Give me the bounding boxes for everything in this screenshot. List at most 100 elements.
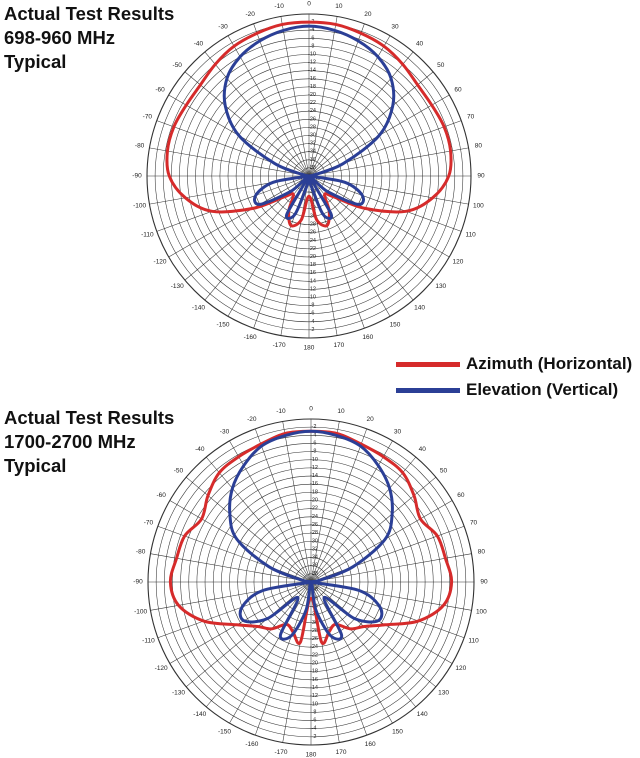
legend-item-azimuth: Azimuth (Horizontal) (396, 352, 640, 378)
angle-tick-label: 60 (454, 87, 462, 94)
radial-tick-label: -30 (310, 620, 318, 626)
grid-spoke (254, 581, 312, 736)
angle-tick-label: -40 (194, 41, 204, 48)
angle-tick-label: -20 (247, 416, 257, 423)
legend-label-azimuth: Azimuth (Horizontal) (466, 354, 633, 373)
angle-tick-label: 90 (480, 579, 488, 586)
angle-tick-label: -120 (155, 665, 168, 672)
chart-1-title-line-1: Actual Test Results (4, 3, 175, 24)
grid-spoke (184, 71, 310, 177)
radial-tick-label: -28 (308, 222, 316, 228)
grid-spoke (206, 581, 312, 708)
grid-spoke (310, 581, 393, 724)
grid-spoke (254, 428, 312, 583)
azimuth-series-line (168, 429, 454, 645)
radial-tick-label: -26 (308, 230, 316, 236)
legend-label-elevation: Elevation (Vertical) (466, 380, 619, 399)
angle-tick-label: 70 (470, 519, 478, 526)
angle-tick-label: -160 (245, 741, 258, 748)
angle-tick-label: -80 (136, 548, 146, 555)
angle-tick-label: -160 (244, 334, 257, 341)
radial-tick-label: -30 (310, 538, 318, 544)
radial-tick-label: -32 (310, 612, 318, 618)
radial-tick-label: -6 (310, 35, 315, 41)
radial-tick-label: -28 (310, 628, 318, 634)
angle-tick-label: -170 (273, 342, 286, 349)
legend-item-elevation: Elevation (Vertical) (396, 378, 640, 404)
angle-tick-label: 180 (304, 345, 315, 352)
radial-tick-label: -4 (312, 432, 317, 438)
angle-tick-label: 0 (307, 1, 311, 8)
grid-spoke (229, 581, 312, 724)
grid-spoke (310, 581, 416, 708)
radial-tick-label: -16 (310, 481, 318, 487)
radial-tick-label: -20 (310, 498, 318, 504)
angle-tick-label: 130 (438, 690, 449, 697)
grid-spoke (308, 51, 414, 177)
grid-spoke (310, 456, 416, 583)
radial-tick-label: -36 (308, 157, 316, 163)
angle-tick-label: 180 (306, 752, 317, 758)
radial-tick-label: -10 (308, 295, 316, 301)
legend-swatch-elevation (396, 388, 460, 393)
angle-tick-label: 30 (394, 429, 402, 436)
radial-tick-label: -30 (308, 133, 316, 139)
radial-tick-label: -4 (310, 319, 315, 325)
grid-spoke (308, 23, 365, 177)
angle-tick-label: -90 (132, 173, 142, 180)
radial-tick-label: -32 (310, 546, 318, 552)
grid-spoke (157, 581, 312, 639)
radial-tick-label: -14 (310, 473, 318, 479)
grid-spoke (310, 477, 437, 583)
angle-tick-label: -70 (143, 114, 153, 121)
angle-tick-label: -130 (172, 690, 185, 697)
grid-spoke (282, 421, 312, 583)
angle-tick-label: 70 (467, 114, 475, 121)
angle-tick-label: 50 (440, 467, 448, 474)
polar-grid (147, 418, 475, 746)
grid-spoke (308, 175, 450, 258)
chart-2-title: Actual Test Results 1700-2700 MHz Typica… (4, 406, 174, 478)
grid-spoke (253, 23, 310, 177)
radial-tick-label: -22 (308, 100, 316, 106)
angle-tick-label: 130 (435, 283, 446, 290)
angle-tick-label: -40 (195, 446, 205, 453)
grid-spoke (310, 581, 437, 687)
radial-tick-label: -6 (312, 440, 317, 446)
angle-tick-label: 150 (392, 728, 403, 735)
angle-tick-label: -20 (245, 11, 255, 18)
angle-tick-label: 100 (473, 202, 484, 209)
radial-tick-label: -22 (308, 246, 316, 252)
angle-tick-label: 30 (391, 24, 399, 31)
radial-tick-label: -2 (310, 327, 315, 333)
angle-tick-label: -110 (141, 231, 154, 238)
grid-spoke (168, 175, 310, 258)
radial-tick-label: -20 (308, 254, 316, 260)
angle-tick-label: -110 (142, 638, 155, 645)
angle-tick-label: 140 (417, 711, 428, 718)
grid-spoke (204, 51, 310, 177)
chart-1-title-line-2: 698-960 MHz (4, 27, 116, 48)
angle-tick-label: -100 (134, 609, 147, 616)
radial-labels: -2-2-4-4-6-6-8-8-10-10-12-12-14-14-16-16… (308, 19, 316, 333)
grid-spoke (227, 35, 310, 177)
angle-tick-label: 160 (365, 741, 376, 748)
grid-spoke (308, 35, 391, 177)
angle-labels: 0 10 20 30 40 50 60 70 80 90 100 110 120 130 140 150 160… (132, 1, 485, 352)
radial-tick-label: -28 (310, 530, 318, 536)
legend: Azimuth (Horizontal) Elevation (Vertical… (396, 352, 640, 404)
grid-spoke (204, 175, 310, 301)
angle-tick-label: -60 (156, 492, 166, 499)
angle-tick-label: 110 (465, 231, 476, 238)
angle-tick-label: -100 (133, 202, 146, 209)
angle-tick-label: -120 (154, 259, 167, 266)
grid-spoke (308, 147, 469, 177)
radial-tick-label: -26 (310, 636, 318, 642)
radial-tick-label: -18 (308, 84, 316, 90)
legend-swatch-azimuth (396, 362, 460, 367)
angle-tick-label: 100 (476, 609, 487, 616)
angle-tick-label: 170 (336, 749, 347, 756)
angle-tick-label: -140 (193, 711, 206, 718)
angle-tick-label: -150 (218, 728, 231, 735)
